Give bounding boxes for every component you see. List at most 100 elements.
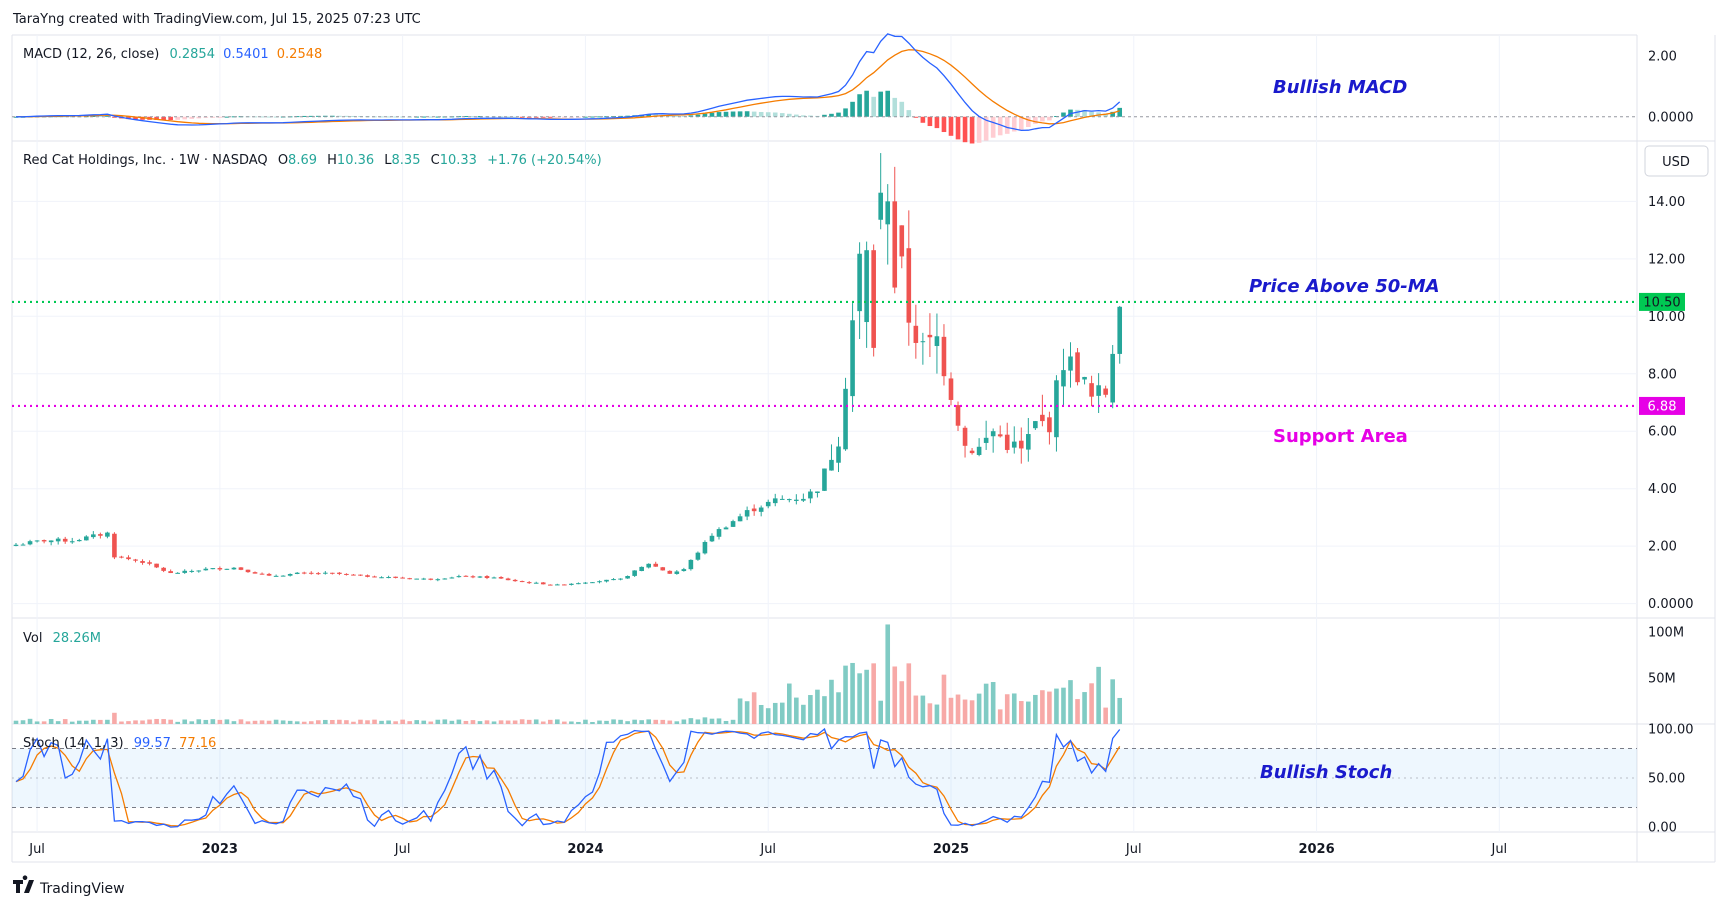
volume-bar bbox=[330, 719, 335, 724]
macd-hist-bar bbox=[105, 115, 110, 117]
candle-body bbox=[1082, 376, 1087, 380]
volume-pane[interactable]: Vol 28.26M bbox=[13, 624, 1123, 724]
candle-body bbox=[287, 574, 293, 576]
candle-body bbox=[1040, 414, 1045, 422]
candle-body bbox=[892, 201, 898, 288]
macd-hist-bar bbox=[758, 111, 764, 117]
volume-bar bbox=[1082, 692, 1087, 724]
macd-pane[interactable]: MACD (12, 26, close) 0.2854 0.5401 0.254… bbox=[12, 33, 1637, 144]
candle-body bbox=[681, 569, 687, 572]
volume-bar bbox=[280, 720, 286, 724]
candle-body bbox=[1004, 434, 1010, 450]
macd-hist-bar bbox=[555, 116, 560, 118]
volume-bar bbox=[407, 721, 412, 724]
time-axis[interactable]: Jul 2023 Jul 2024 Jul 2025 Jul 2026 Jul bbox=[28, 842, 1507, 857]
volume-bar bbox=[414, 720, 420, 724]
macd-hist-bar bbox=[386, 116, 391, 118]
candle-body bbox=[772, 498, 778, 504]
volume-bar bbox=[252, 720, 258, 724]
candle-body bbox=[983, 437, 989, 443]
volume-bar bbox=[709, 718, 715, 724]
annotation-support-area: Support Area bbox=[1273, 426, 1408, 447]
volume-bar bbox=[927, 703, 933, 724]
price-scale[interactable]: 2.00 0.0000 14.00 12.00 10.00 8.00 6.00 4.00 2.0… bbox=[1648, 50, 1694, 836]
candle-body bbox=[744, 510, 750, 517]
volume-bar bbox=[751, 692, 757, 724]
volume-bar bbox=[899, 681, 905, 724]
candle-body bbox=[765, 501, 771, 507]
stochastic-pane[interactable]: Stoch (14, 1, 3) 99.57 77.16 Bullish Sto… bbox=[12, 727, 1637, 828]
volume-bar bbox=[337, 719, 342, 724]
time-axis-label: 2024 bbox=[567, 842, 603, 857]
macd-hist-bar bbox=[801, 115, 806, 117]
candle-body bbox=[330, 572, 335, 574]
volume-bar bbox=[632, 719, 637, 724]
candle-body bbox=[899, 225, 905, 257]
candle-body bbox=[308, 572, 314, 574]
macd-hist-bar bbox=[681, 115, 687, 117]
time-axis-label: Jul bbox=[759, 842, 776, 857]
volume-bar bbox=[540, 721, 546, 724]
candle-body bbox=[976, 446, 982, 455]
volume-bar bbox=[301, 721, 307, 724]
macd-hist-bar bbox=[330, 115, 335, 117]
candle-body bbox=[266, 573, 272, 576]
candle-body bbox=[815, 491, 820, 494]
legend-high: 10.36 bbox=[337, 153, 374, 168]
macd-hist-bar bbox=[344, 115, 349, 117]
candle-body bbox=[597, 581, 602, 583]
annotation-bullish-macd: Bullish MACD bbox=[1273, 77, 1407, 98]
volume-bar bbox=[562, 721, 567, 724]
macd-axis-label: 0.0000 bbox=[1648, 110, 1694, 125]
macd-hist-bar bbox=[955, 116, 961, 140]
candle-body bbox=[280, 575, 286, 577]
candle-body bbox=[252, 572, 258, 574]
volume-bar bbox=[203, 719, 209, 724]
volume-bar bbox=[801, 704, 806, 724]
volume-bar bbox=[386, 720, 391, 724]
volume-bar bbox=[660, 719, 666, 724]
candle-body bbox=[934, 336, 940, 347]
candle-body bbox=[62, 538, 68, 542]
candle-body bbox=[1103, 388, 1108, 395]
time-axis-label: Jul bbox=[1490, 842, 1507, 857]
volume-bar bbox=[618, 719, 623, 724]
volume-bar bbox=[576, 721, 581, 724]
volume-bar bbox=[730, 719, 736, 724]
macd-legend-hist: 0.2854 bbox=[169, 47, 215, 62]
price-axis-label: 14.00 bbox=[1648, 195, 1685, 210]
currency-badge[interactable]: USD bbox=[1644, 145, 1709, 177]
macd-hist-bar bbox=[470, 116, 476, 118]
volume-bar bbox=[941, 674, 947, 724]
candle-body bbox=[948, 378, 954, 400]
price-pane[interactable]: Red Cat Holdings, Inc. · 1W · NASDAQ O8.… bbox=[12, 153, 1637, 586]
volume-bar bbox=[885, 624, 891, 724]
time-axis-label: 2025 bbox=[933, 842, 969, 857]
volume-bar bbox=[477, 721, 483, 724]
candle-body bbox=[203, 568, 209, 571]
volume-bar bbox=[597, 720, 602, 724]
candle-body bbox=[259, 573, 265, 575]
level-tags: 10.50 6.88 bbox=[1639, 292, 1685, 415]
volume-bar bbox=[653, 719, 659, 724]
macd-hist-bar bbox=[189, 116, 195, 119]
volume-bar bbox=[1075, 699, 1080, 724]
time-axis-label: Jul bbox=[1125, 842, 1142, 857]
volume-bar bbox=[758, 704, 764, 724]
candle-body bbox=[688, 559, 694, 570]
macd-line bbox=[16, 33, 1121, 132]
volume-bar bbox=[983, 683, 989, 724]
candle-body bbox=[189, 570, 195, 572]
macd-hist-bar bbox=[428, 116, 434, 118]
volume-bar bbox=[273, 719, 279, 724]
stoch-axis-label: 0.00 bbox=[1648, 821, 1677, 836]
macd-hist-bar bbox=[737, 111, 743, 117]
time-axis-label: Jul bbox=[28, 842, 45, 857]
volume-bar bbox=[358, 719, 363, 724]
macd-hist-bar bbox=[505, 116, 511, 118]
volume-bar bbox=[772, 702, 778, 724]
volume-legend-value: 28.26M bbox=[53, 631, 101, 646]
candle-body bbox=[498, 577, 504, 579]
